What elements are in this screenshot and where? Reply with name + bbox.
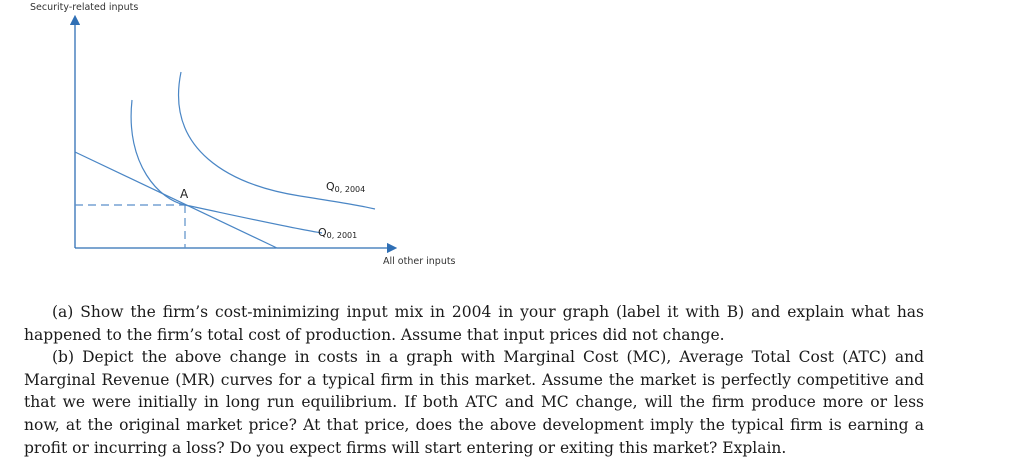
question-text: (a) Show the firm’s cost-minimizing inpu… [24, 301, 924, 459]
isoquant-2001-label: Q0, 2001 [318, 226, 357, 240]
question-part-a: (a) Show the firm’s cost-minimizing inpu… [24, 303, 924, 344]
isoquant-diagram: Security-related inputs All other inputs… [30, 2, 456, 267]
point-a-label: A [180, 187, 189, 201]
isoquant-2004-curve [178, 71, 376, 210]
isocost-line [74, 151, 278, 249]
isoquant-2001-curve [130, 99, 323, 234]
y-axis-label: Security-related inputs [30, 2, 138, 13]
x-axis-label: All other inputs [383, 256, 456, 267]
isoquant-2004-label: Q0, 2004 [326, 180, 365, 194]
question-part-b: (b) Depict the above change in costs in … [24, 348, 924, 457]
